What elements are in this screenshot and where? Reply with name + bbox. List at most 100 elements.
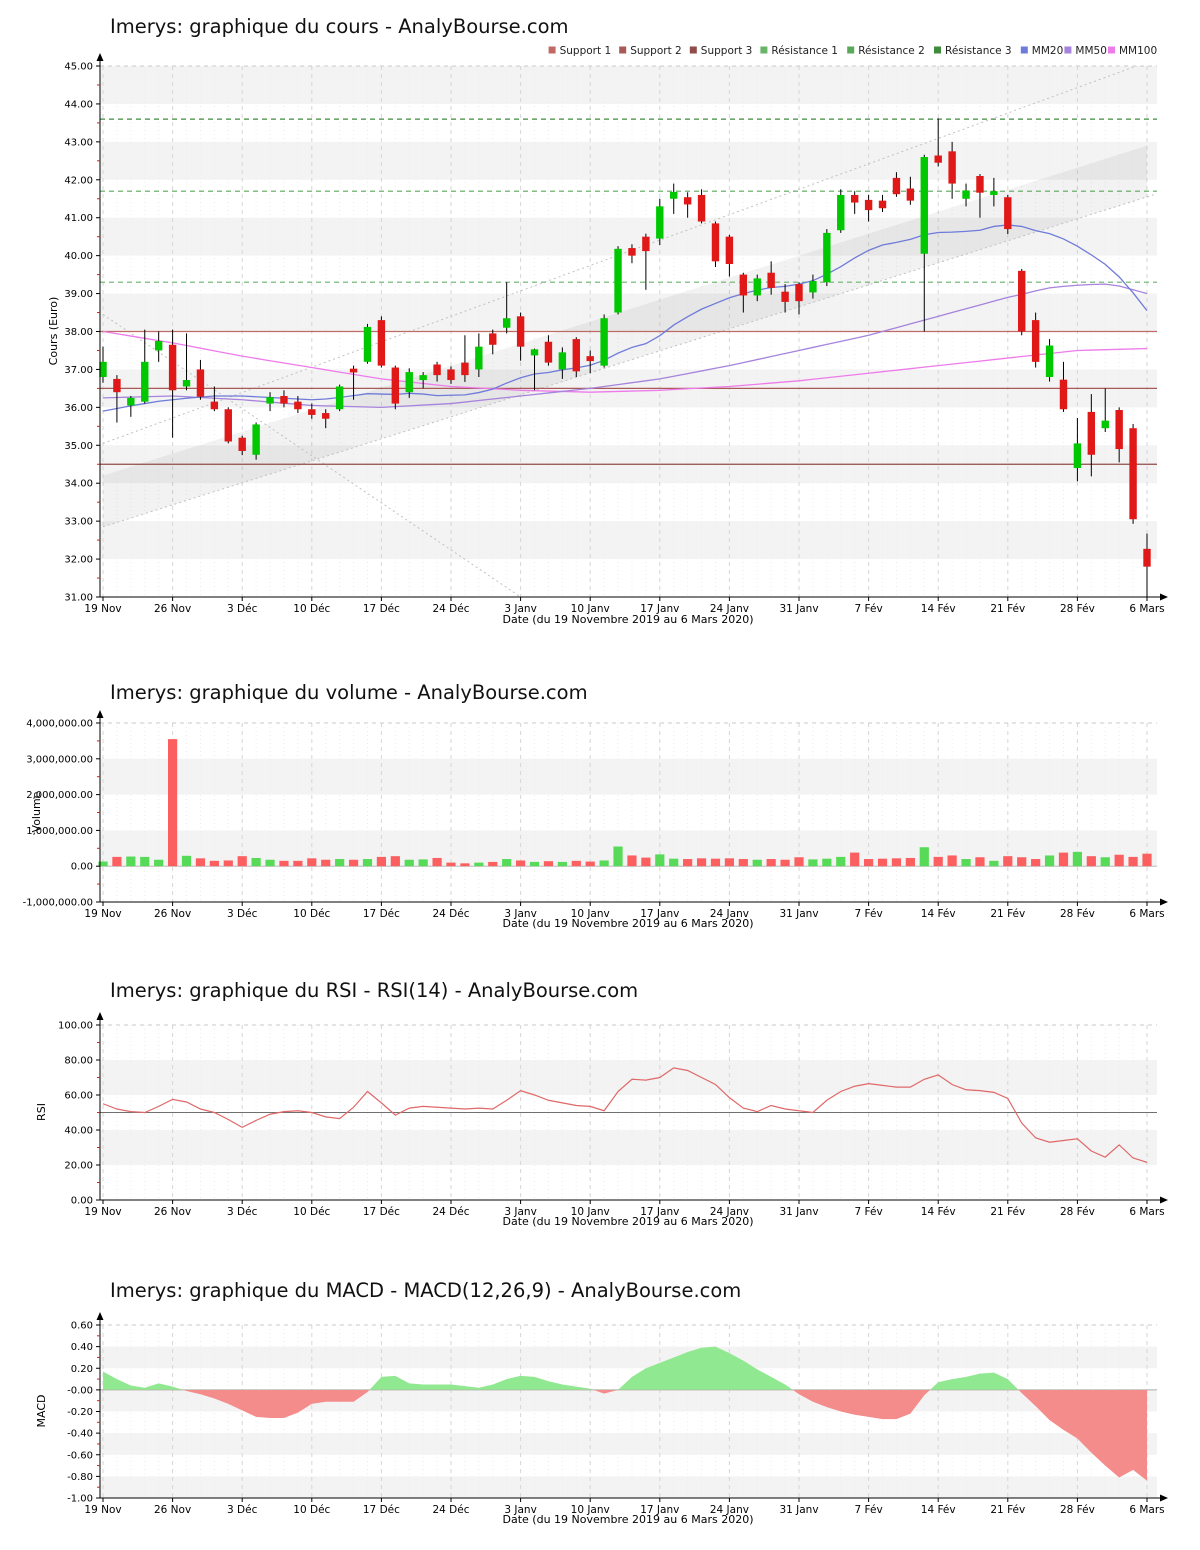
y-tick-label: 38.00 [64,327,93,338]
volume-zebra-bands [100,758,1157,867]
candle-body [1059,379,1068,410]
x-tick-label: 31 Janv [779,1504,818,1516]
volume-bar [724,858,734,867]
candle-body [683,197,692,205]
candle-body [182,380,191,387]
y-tick-label: -1.00 [67,1494,93,1505]
volume-bar [195,858,206,867]
legend-item-mm20: MM20 [1020,45,1063,57]
candle-body [1004,197,1012,230]
candle-body [1129,428,1137,520]
x-tick-label: 31 Janv [779,1206,818,1218]
volume-bar [98,861,108,867]
candle-body [837,194,845,231]
volume-bar [432,857,442,867]
volume-bar [780,859,790,867]
candle-body [280,395,288,404]
volume-bar [404,859,414,867]
volume-bar [279,860,289,867]
y-tick-label: 45.00 [64,62,93,73]
volume-bar [516,860,526,867]
x-tick-label: 7 Fév [855,603,883,615]
legend-item-résistance-2: Résistance 2 [847,45,925,57]
y-tick-label: 44.00 [64,99,93,110]
legend-label: Résistance 3 [945,45,1012,57]
y-tick-label: 3,000,000.00 [26,754,93,765]
volume-bar [140,856,150,867]
y-axis-arrow [96,53,104,61]
x-axis-arrow [1160,1494,1168,1502]
x-tick-label: 14 Fév [921,908,956,920]
volume-bar [1072,851,1082,867]
volume-bar [348,859,359,867]
y-tick-label: 0.00 [71,862,93,873]
mm20-line [102,224,1148,412]
candle-body [322,413,330,419]
x-tick-label: 17 Janv [640,1504,679,1516]
volume-bar [321,859,331,867]
volume-bar [126,856,136,867]
volume-bar [766,859,776,867]
cours-x-axis-label: Date (du 19 Novembre 2019 au 6 Mars 2020… [503,613,754,626]
legend-item-résistance-3: Résistance 3 [934,45,1012,57]
candle-body [349,368,358,373]
y-tick-label: -0.00 [67,1385,93,1396]
legend-label: MM50 [1075,45,1106,57]
volume-bar [168,739,178,867]
candle-body [433,364,441,376]
candle-body [711,223,720,262]
legend-item-mm50: MM50 [1064,45,1107,57]
candle-body [113,378,121,393]
volume-bar [989,860,999,867]
mm50-line [102,283,1148,409]
legend-label: Résistance 1 [771,45,838,57]
volume-bar [376,856,386,867]
candle-body [739,274,748,296]
volume-bar [1086,856,1096,867]
x-tick-label: 10 Déc [293,603,330,615]
volume-bar [710,858,721,867]
y-tick-label: 4,000,000.00 [26,719,93,730]
volume-bar [557,861,567,867]
cours-chart-title: Imerys: graphique du cours - AnalyBourse… [110,15,569,38]
y-tick-label: -1,000,000.00 [23,898,93,909]
volume-bar [641,857,651,867]
volume-bar [850,852,860,867]
y-tick-label: 37.00 [64,365,93,376]
candle-body [1031,320,1040,362]
volume-bar [905,857,915,867]
candle-body [572,339,580,372]
legend-item-résistance-1: Résistance 1 [760,45,838,57]
candle-body [670,191,678,199]
cours-legend: Support 1 Support 2 Support 3 Résistance 1 R… [548,45,1157,57]
x-tick-label: 6 Mars [1129,603,1164,615]
legend-swatch [1020,46,1028,54]
x-tick-label: 14 Fév [921,1206,956,1218]
x-tick-label: 3 Janv [504,603,536,615]
x-tick-label: 3 Déc [227,1206,258,1218]
candle-body [948,151,956,184]
x-tick-label: 24 Déc [432,1504,469,1516]
y-tick-label: 33.00 [64,517,93,528]
y-tick-label: 42.00 [64,175,93,186]
cours-axes: 45.00 44.00 43.00 42.00 41.00 40.00 39.00 38.00… [64,53,1168,615]
candle-body [656,206,664,239]
candle-body [614,248,622,313]
volume-bar [585,861,595,867]
rsi-gridlines [102,1025,1148,1200]
x-tick-label: 3 Janv [504,1206,536,1218]
candle-body [238,437,246,451]
volume-bar [891,858,902,867]
x-tick-label: 31 Janv [779,908,818,920]
legend-label: Support 1 [560,45,612,57]
x-tick-label: 28 Fév [1060,603,1095,615]
volume-bar [251,857,261,867]
candle-body [906,188,915,201]
volume-bar [112,856,122,867]
candle-body [99,361,107,378]
candle-body [1045,345,1054,378]
legend-label: Support 3 [701,45,753,57]
x-tick-label: 3 Déc [227,908,258,920]
volume-bar [1003,856,1013,867]
candle-body [1101,420,1109,429]
